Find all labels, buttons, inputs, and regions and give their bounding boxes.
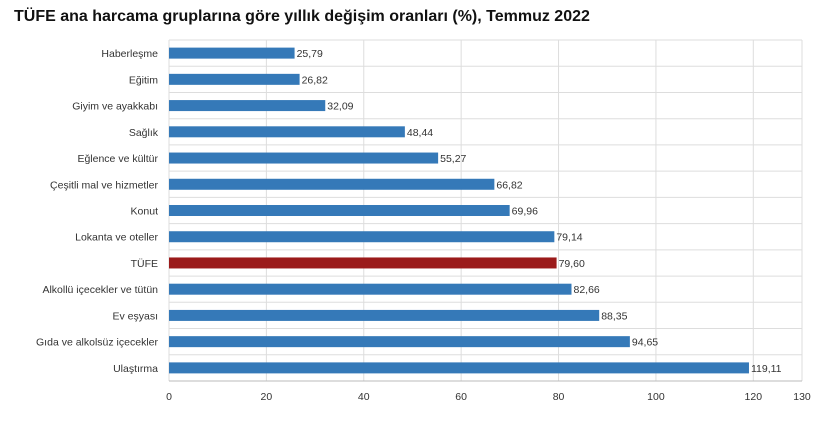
value-label: 69,96 (512, 206, 538, 218)
value-label: 32,09 (327, 101, 353, 113)
category-label: TÜFE (131, 258, 158, 270)
category-label: Lokanta ve oteller (75, 232, 158, 244)
value-label: 26,82 (302, 74, 328, 86)
value-label: 25,79 (297, 48, 323, 60)
bar-highlight[interactable] (169, 257, 557, 269)
chart-title: TÜFE ana harcama gruplarına göre yıllık … (14, 8, 590, 25)
category-label: Eğlence ve kültür (77, 153, 158, 165)
bar[interactable] (169, 126, 405, 138)
category-label: Eğitim (129, 74, 158, 86)
value-label: 66,82 (496, 179, 522, 191)
bar[interactable] (169, 231, 555, 243)
bar[interactable] (169, 152, 439, 164)
bar[interactable] (169, 205, 510, 216)
bar[interactable] (169, 336, 630, 348)
x-tick-label: 130 (793, 391, 811, 403)
value-label: 119,11 (751, 363, 782, 375)
category-label: Konut (131, 206, 159, 218)
bar[interactable] (169, 47, 295, 59)
x-tick-label: 120 (745, 391, 763, 403)
x-tick-label: 100 (647, 391, 665, 403)
bar[interactable] (169, 283, 572, 295)
bar[interactable] (169, 178, 495, 190)
value-label: 55,27 (440, 153, 466, 165)
x-tick-label: 80 (553, 391, 565, 403)
category-label: Haberleşme (101, 48, 158, 60)
value-label: 94,65 (632, 337, 658, 349)
bar[interactable] (169, 362, 749, 374)
bar[interactable] (169, 73, 300, 85)
category-label: Ulaştırma (113, 363, 158, 375)
x-tick-label: 0 (166, 391, 172, 403)
value-label: 48,44 (407, 127, 433, 139)
value-label: 82,66 (573, 284, 599, 296)
value-label: 88,35 (601, 310, 627, 322)
x-tick-label: 40 (358, 391, 370, 403)
category-label: Alkollü içecekler ve tütün (42, 284, 158, 296)
category-label: Çeşitli mal ve hizmetler (50, 179, 158, 191)
x-tick-label: 60 (455, 391, 467, 403)
value-label: 79,60 (559, 258, 585, 270)
bar[interactable] (169, 100, 326, 112)
value-label: 79,14 (556, 232, 582, 244)
bar[interactable] (169, 309, 600, 321)
category-label: Gıda ve alkolsüz içecekler (36, 337, 158, 349)
category-label: Sağlık (129, 127, 159, 139)
x-tick-label: 20 (261, 391, 273, 403)
category-label: Ev eşyası (112, 310, 158, 322)
category-label: Giyim ve ayakkabı (72, 101, 158, 113)
